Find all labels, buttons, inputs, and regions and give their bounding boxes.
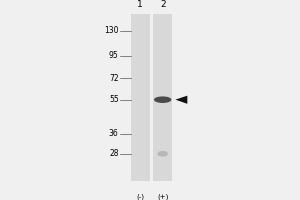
Text: 28: 28 — [109, 149, 119, 158]
Text: 36: 36 — [109, 129, 118, 138]
Text: 95: 95 — [109, 51, 118, 60]
Text: 130: 130 — [104, 26, 118, 35]
Text: 72: 72 — [109, 74, 118, 83]
Text: (+): (+) — [157, 194, 169, 200]
Bar — [153, 14, 172, 181]
Text: 55: 55 — [109, 95, 118, 104]
Text: 2: 2 — [160, 0, 166, 9]
Text: (-): (-) — [136, 194, 144, 200]
Ellipse shape — [154, 96, 171, 103]
Polygon shape — [176, 96, 187, 104]
Text: 1: 1 — [137, 0, 143, 9]
Bar — [130, 14, 150, 181]
Ellipse shape — [158, 151, 168, 157]
